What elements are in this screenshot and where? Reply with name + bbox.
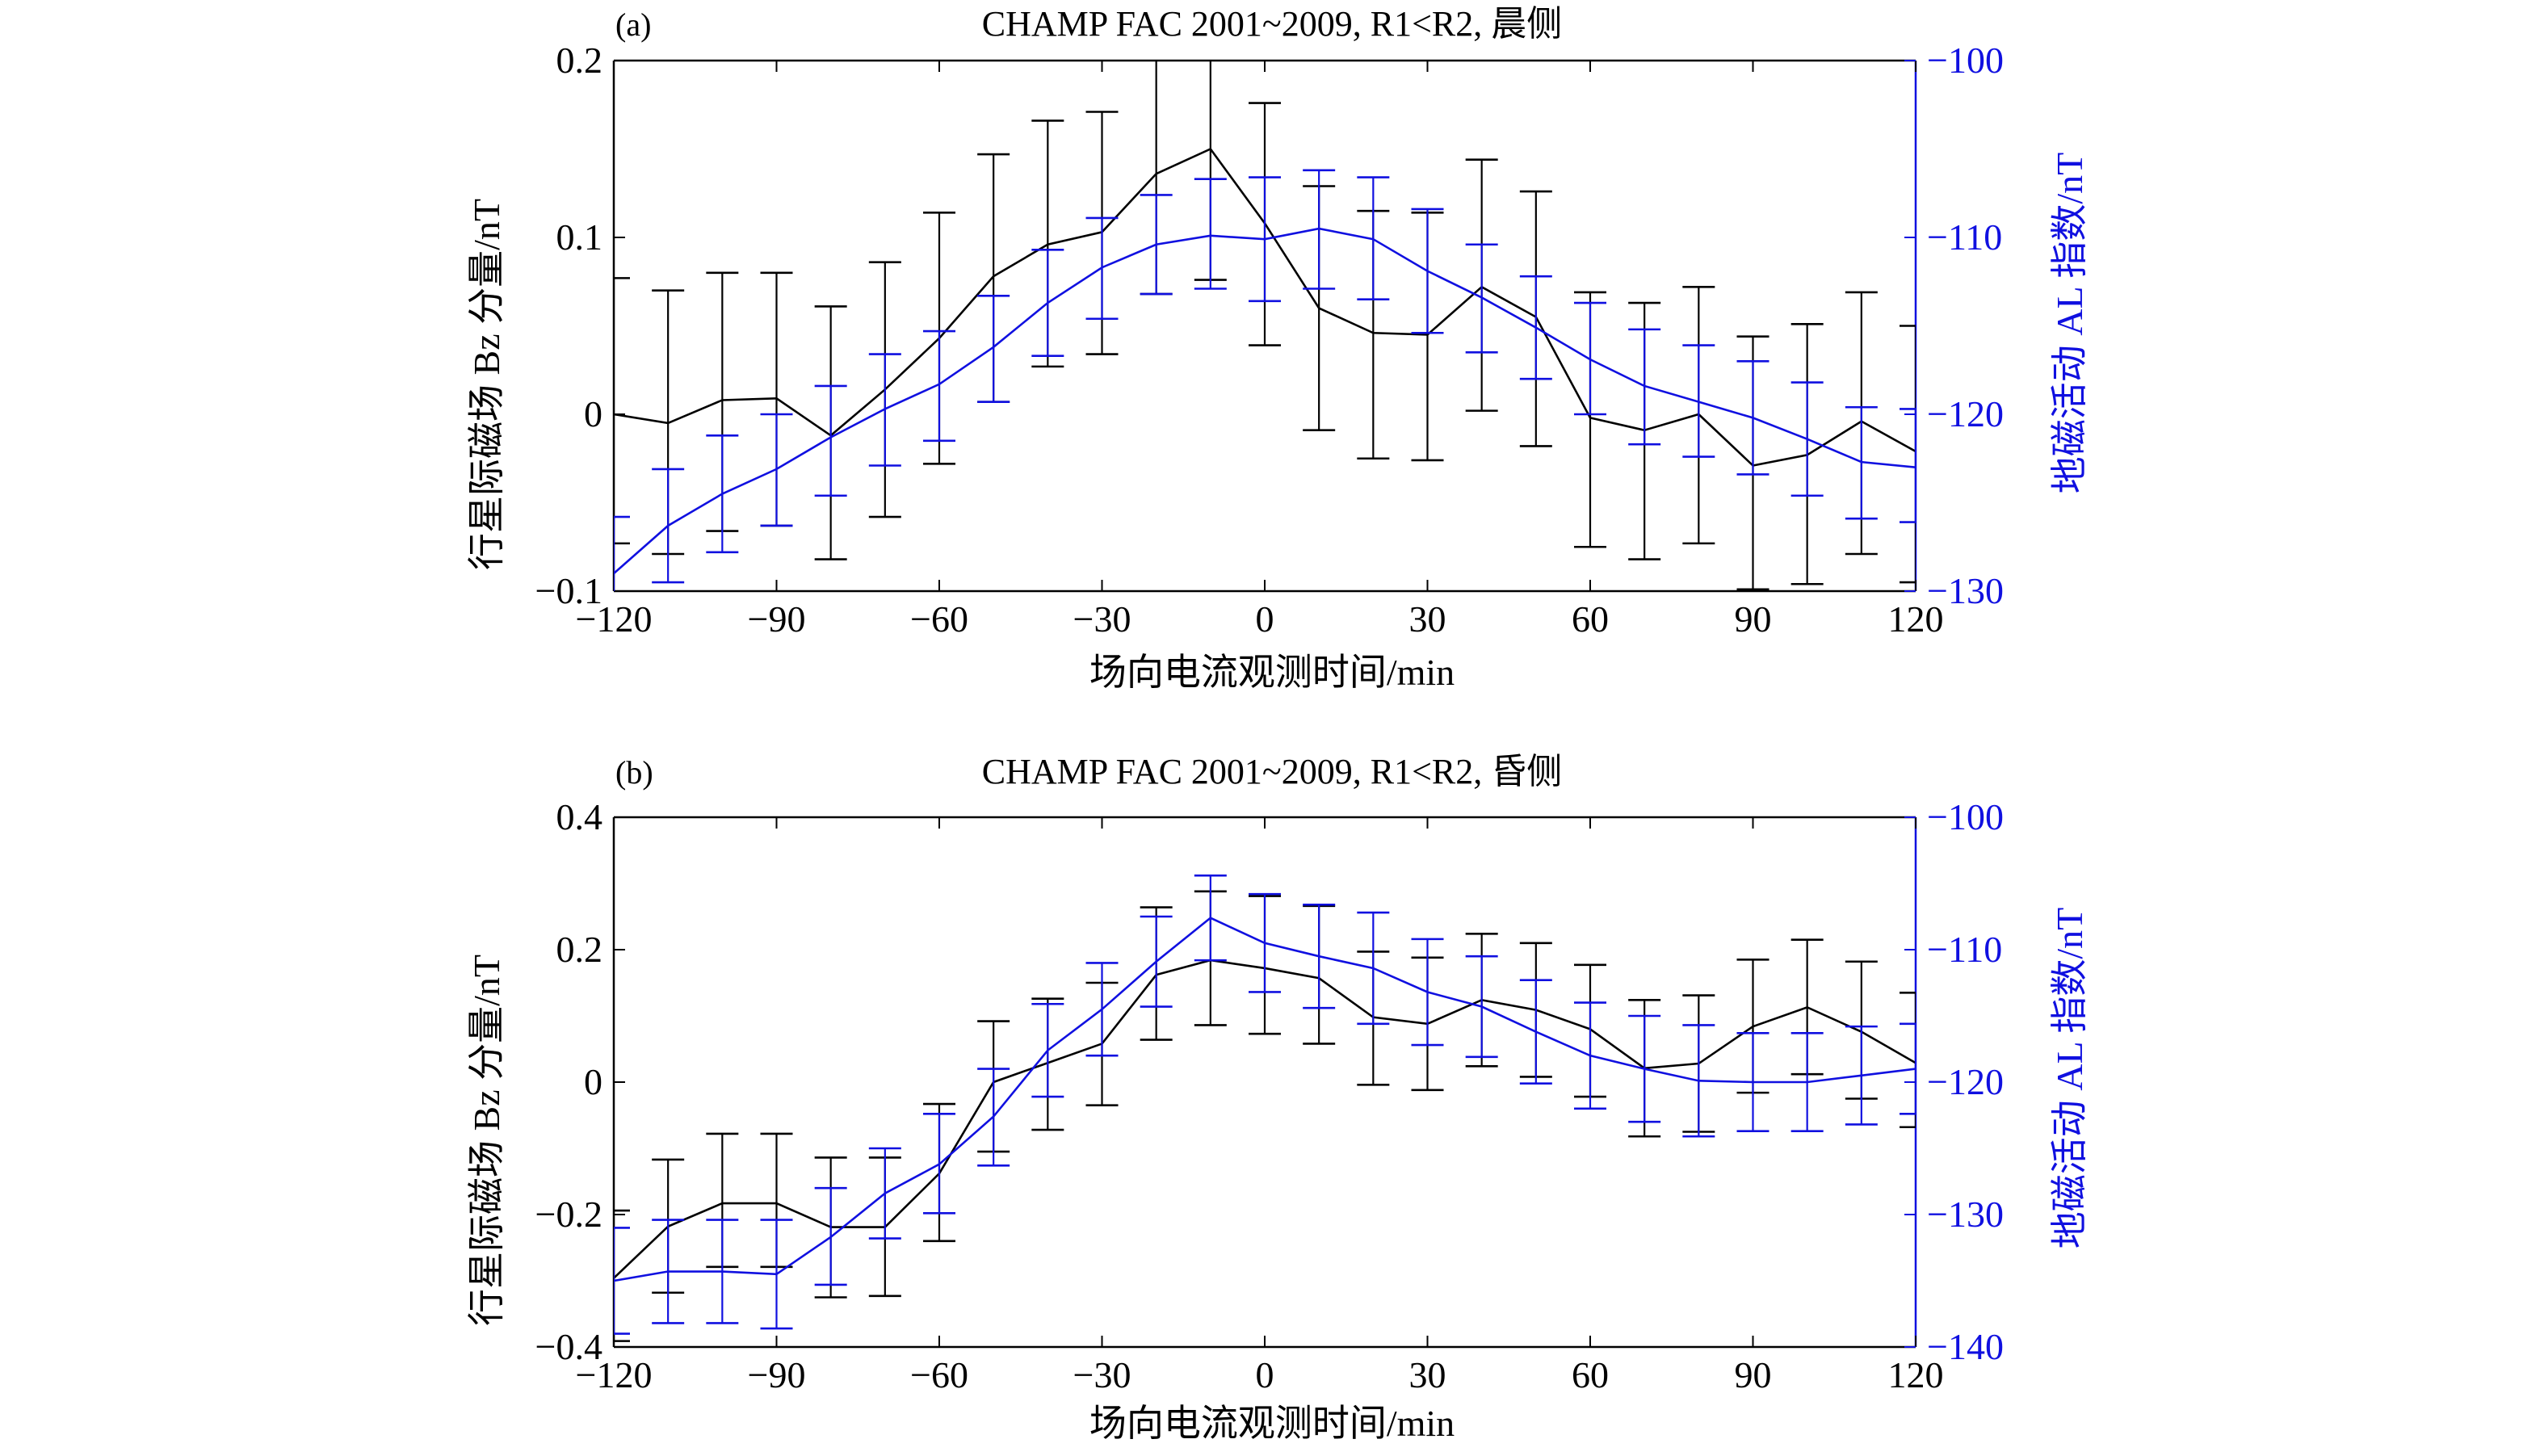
panel-a-xtick-label: 90 — [1735, 598, 1772, 640]
panel-b-xtick-label: −30 — [1073, 1354, 1131, 1395]
panel-b-series1-line — [614, 917, 1916, 1282]
panel-b-ytick-label: 0 — [584, 1061, 602, 1102]
panel-b-xtick-label: 30 — [1409, 1354, 1446, 1395]
panel-a: (a) CHAMP FAC 2001~2009, R1<R2, 晨侧 −120−… — [466, 4, 2090, 693]
panel-b-xtick-label: −120 — [576, 1354, 653, 1395]
panel-a-ytick-label: 0 — [584, 393, 602, 434]
panel-b-y2tick-label: −100 — [1927, 796, 2004, 837]
panel-a-ytick-label: 0.2 — [556, 40, 603, 81]
panel-b-xtick-label: 120 — [1888, 1354, 1944, 1395]
panel-a-plot-area: −120 −90 −60 −30 0 30 60 90 120 −0.1 0 0.1 0.2 −130 −1… — [535, 40, 2004, 640]
panel-b-label: (b) — [615, 754, 653, 791]
panel-a-y2tick-label: −120 — [1927, 393, 2004, 434]
panel-b-xtick-label: −60 — [910, 1354, 968, 1395]
panel-a-xtick-label: 0 — [1256, 598, 1274, 640]
panel-a-y2tick-label: −100 — [1927, 40, 2004, 81]
panel-b-plot-area: −120 −90 −60 −30 0 30 60 90 120 −0.4 −0.2 0 0.2 0.4 −1… — [535, 796, 2004, 1395]
panel-a-xtick-label: −120 — [576, 598, 653, 640]
panel-a-ytick-label: 0.1 — [556, 216, 603, 258]
panel-b-ytick-label: −0.4 — [535, 1326, 602, 1367]
panel-b-y2tick-label: −130 — [1927, 1194, 2004, 1235]
panel-b-ytick-label: −0.2 — [535, 1194, 602, 1235]
panel-b-xlabel: 场向电流观测时间/min — [1089, 1403, 1455, 1444]
panel-a-y2label: 地磁活动 AL 指数/nT — [2049, 153, 2090, 494]
panel-a-xtick-label: −30 — [1073, 598, 1131, 640]
panel-b-y2tick-label: −120 — [1927, 1061, 2004, 1102]
panel-a-xtick-label: 120 — [1888, 598, 1944, 640]
panel-b-y2tick-label: −140 — [1927, 1326, 2004, 1367]
panel-b-ytick-label: 0.2 — [556, 929, 603, 970]
panel-b-y2tick-label: −110 — [1927, 929, 2002, 970]
panel-a-xlabel: 场向电流观测时间/min — [1089, 652, 1455, 693]
panel-a-label: (a) — [615, 6, 651, 43]
panel-b-title: CHAMP FAC 2001~2009, R1<R2, 昏侧 — [982, 752, 1563, 791]
panel-a-y2tick-label: −110 — [1927, 216, 2002, 258]
panel-b-data — [614, 874, 1916, 1342]
panel-a-ytick-label: −0.1 — [535, 570, 602, 611]
panel-b-ytick-label: 0.4 — [556, 796, 603, 837]
panel-a-series1-line — [614, 227, 1916, 575]
panel-b-ylabel: 行星际磁场 Bz 分量/nT — [466, 955, 507, 1326]
panel-a-xtick-label: 30 — [1409, 598, 1446, 640]
panel-b-xtick-label: 0 — [1256, 1354, 1274, 1395]
panel-a-xtick-label: −90 — [748, 598, 806, 640]
panel-b-y2label: 地磁活动 AL 指数/nT — [2049, 908, 2090, 1249]
panel-b: (b) CHAMP FAC 2001~2009, R1<R2, 昏侧 −120−… — [466, 752, 2090, 1444]
panel-a-title: CHAMP FAC 2001~2009, R1<R2, 晨侧 — [982, 4, 1563, 44]
panel-b-xtick-label: 90 — [1735, 1354, 1772, 1395]
panel-a-xtick-label: 60 — [1572, 598, 1609, 640]
panel-a-data — [614, 61, 1916, 591]
panel-b-xtick-label: 60 — [1572, 1354, 1609, 1395]
panel-b-xtick-label: −90 — [748, 1354, 806, 1395]
panel-a-y2tick-label: −130 — [1927, 570, 2004, 611]
panel-a-ylabel: 行星际磁场 Bz 分量/nT — [466, 199, 507, 570]
panel-a-xtick-label: −60 — [910, 598, 968, 640]
